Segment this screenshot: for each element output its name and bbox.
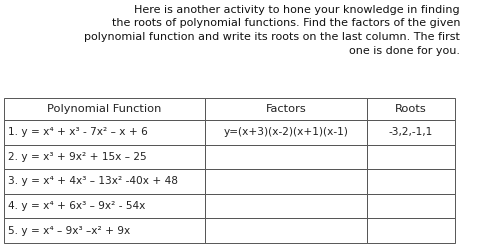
Text: 4. y = x⁴ + 6x³ – 9x² - 54x: 4. y = x⁴ + 6x³ – 9x² - 54x — [8, 201, 146, 211]
Bar — [4, 98, 205, 120]
Text: -3,2,-1,1: -3,2,-1,1 — [389, 127, 433, 137]
Bar — [205, 194, 367, 218]
Text: Polynomial Function: Polynomial Function — [47, 104, 162, 114]
Text: polynomial function and write its roots on the last column. The first: polynomial function and write its roots … — [84, 32, 460, 42]
Text: 5. y = x⁴ – 9x³ –x² + 9x: 5. y = x⁴ – 9x³ –x² + 9x — [8, 226, 130, 236]
Bar — [4, 218, 205, 243]
Bar — [367, 145, 455, 169]
Bar — [4, 145, 205, 169]
Text: y=(x+3)(x-2)(x+1)(x-1): y=(x+3)(x-2)(x+1)(x-1) — [223, 127, 348, 137]
Bar — [205, 218, 367, 243]
Text: 3. y = x⁴ + 4x³ – 13x² -40x + 48: 3. y = x⁴ + 4x³ – 13x² -40x + 48 — [8, 176, 178, 186]
Text: the roots of polynomial functions. Find the factors of the given: the roots of polynomial functions. Find … — [112, 18, 460, 29]
Text: Roots: Roots — [395, 104, 427, 114]
Bar — [367, 120, 455, 145]
Text: 2. y = x³ + 9x² + 15x – 25: 2. y = x³ + 9x² + 15x – 25 — [8, 152, 147, 162]
Bar — [205, 120, 367, 145]
Bar — [4, 194, 205, 218]
Bar — [367, 169, 455, 194]
Bar — [4, 169, 205, 194]
Bar — [205, 145, 367, 169]
Text: one is done for you.: one is done for you. — [349, 46, 460, 56]
Bar — [367, 98, 455, 120]
Bar — [367, 218, 455, 243]
Text: Factors: Factors — [266, 104, 306, 114]
Bar — [4, 120, 205, 145]
Bar — [205, 169, 367, 194]
Text: Here is another activity to hone your knowledge in finding: Here is another activity to hone your kn… — [134, 5, 460, 15]
Bar — [205, 98, 367, 120]
Text: 1. y = x⁴ + x³ - 7x² – x + 6: 1. y = x⁴ + x³ - 7x² – x + 6 — [8, 127, 148, 137]
Bar — [367, 194, 455, 218]
